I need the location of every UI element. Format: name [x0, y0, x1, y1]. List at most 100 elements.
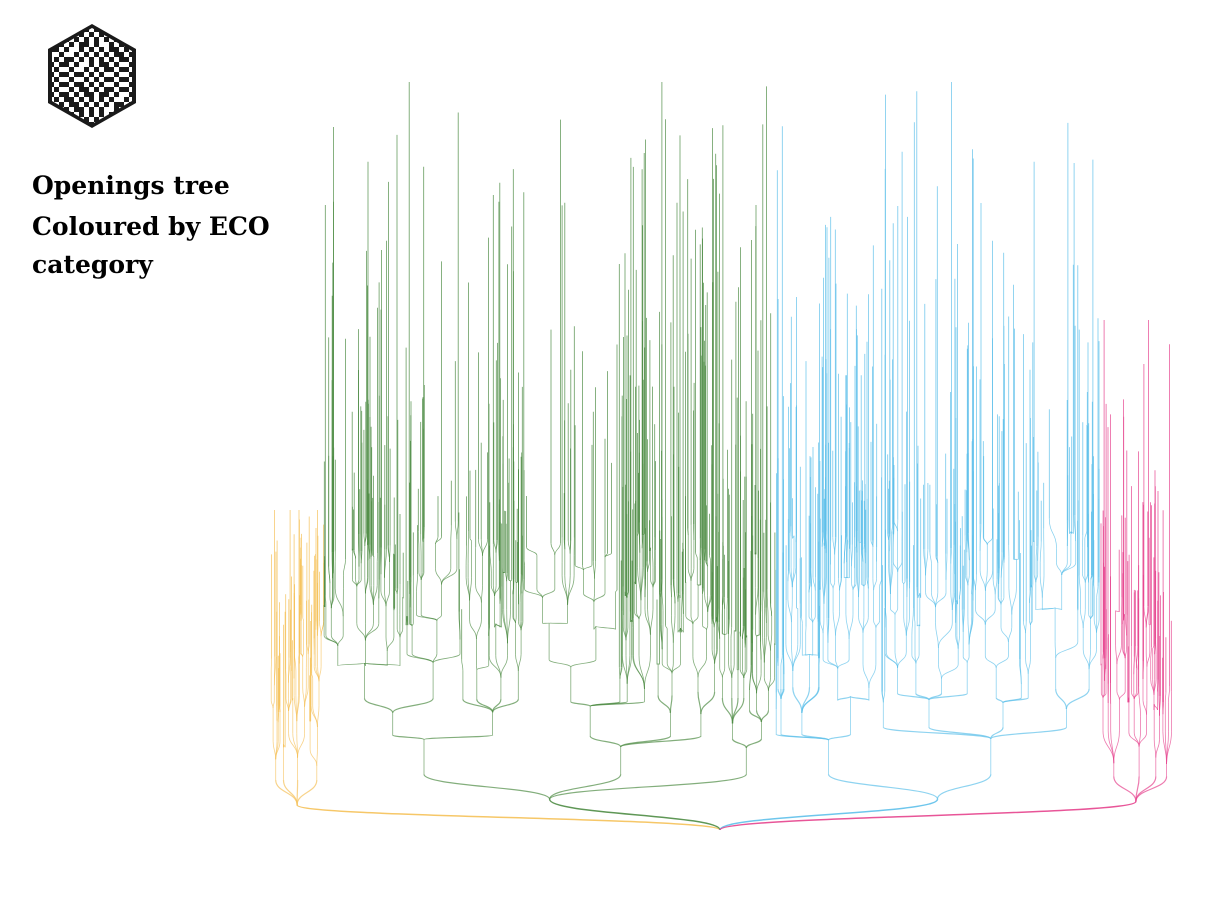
tree-link: [1048, 518, 1057, 549]
tree-link: [951, 592, 956, 611]
tree-link: [1061, 562, 1077, 576]
tree-link: [1054, 641, 1057, 658]
tree-link: [812, 577, 816, 591]
tree-link: [522, 579, 525, 598]
logo-check-square: [89, 52, 94, 57]
tree-link: [827, 773, 939, 800]
logo-check-square: [99, 52, 104, 57]
tree-link: [792, 644, 799, 672]
logo-check-square: [84, 97, 89, 102]
chart-title: Openings tree: [32, 171, 230, 200]
tree-link: [695, 552, 698, 559]
tree-link: [986, 537, 993, 545]
tree-link: [482, 538, 488, 556]
tree-link: [548, 659, 572, 668]
tree-link: [756, 673, 762, 694]
logo-check-square: [84, 107, 89, 112]
title-block: Openings tree Coloured by ECO category: [32, 168, 312, 284]
tree-link: [416, 614, 438, 621]
tree-link: [1027, 659, 1031, 674]
tree-link: [592, 561, 595, 579]
logo-check-square: [84, 32, 89, 37]
logo-check-square: [79, 67, 84, 72]
tree-link: [1002, 697, 1029, 704]
logo-check-square: [69, 52, 74, 57]
tree-link: [1055, 641, 1079, 659]
logo-check-square: [59, 67, 64, 72]
tree-link: [450, 525, 452, 543]
tree-link: [1037, 536, 1039, 561]
tree-link: [742, 626, 744, 639]
tree-link: [766, 589, 769, 620]
tree-link: [461, 659, 464, 671]
tree-link: [717, 622, 721, 639]
logo-check-square: [64, 42, 69, 47]
tree-link: [780, 655, 783, 667]
logo-check-square: [99, 67, 104, 72]
tree-link: [644, 655, 651, 690]
logo-check-square: [119, 97, 124, 102]
tree-link: [897, 652, 907, 668]
tree-link: [1019, 658, 1022, 685]
logo-check-square: [104, 57, 109, 62]
logo-check-square: [94, 82, 99, 87]
tree-link: [1113, 730, 1120, 764]
logo-check-square: [79, 37, 84, 42]
tree-link: [983, 537, 988, 545]
tree-link: [929, 551, 932, 564]
tree-link: [364, 533, 367, 547]
tree-link: [1066, 520, 1069, 547]
logo-check-square: [79, 77, 84, 82]
tree-link: [834, 537, 836, 555]
logo-check-square: [69, 47, 74, 52]
logo-check-square: [109, 52, 114, 57]
tree-link: [770, 603, 773, 617]
tree-link: [386, 636, 395, 652]
tree-link: [913, 616, 916, 624]
tree-link: [294, 653, 297, 671]
tree-link: [1115, 610, 1120, 613]
tree-link: [714, 649, 718, 664]
tree-link: [968, 533, 970, 561]
tree-link: [801, 616, 803, 624]
tree-link: [302, 617, 304, 622]
tree-link: [337, 635, 344, 646]
tree-link: [328, 566, 331, 584]
tree-link: [643, 533, 645, 535]
tree-link: [962, 656, 968, 663]
logo-check-square: [69, 82, 74, 87]
tree-link: [1087, 576, 1090, 583]
logo-check-square: [69, 62, 74, 67]
tree-link: [358, 534, 360, 567]
tree-link: [589, 735, 622, 748]
tree-link: [420, 572, 425, 580]
tree-link: [935, 556, 939, 563]
tree-link: [1152, 645, 1155, 650]
tree-link: [520, 621, 524, 631]
tree-link: [765, 607, 767, 624]
tree-link: [861, 550, 864, 562]
tree-link: [1138, 686, 1141, 717]
tree-link: [550, 543, 556, 556]
tree-link: [385, 636, 388, 652]
logo-check-square: [94, 32, 99, 37]
tree-link: [690, 568, 695, 581]
tree-link: [882, 691, 884, 703]
tree-link: [875, 620, 880, 628]
tree-link: [935, 592, 947, 608]
chart-subtitle: Coloured by ECO category: [32, 212, 270, 279]
tree-link: [1035, 574, 1039, 583]
logo-check-square: [89, 37, 94, 42]
tree-link: [435, 536, 439, 545]
tree-link: [763, 637, 767, 663]
tree-link: [823, 576, 827, 604]
tree-link: [1039, 541, 1042, 563]
tree-link: [915, 655, 920, 664]
tree-link: [1128, 732, 1140, 747]
tree-link: [638, 522, 641, 553]
tree-link: [277, 712, 280, 723]
logo-check-square: [54, 72, 59, 77]
logo-check-square: [64, 67, 69, 72]
tree-link: [627, 591, 629, 595]
tree-link: [406, 653, 434, 664]
